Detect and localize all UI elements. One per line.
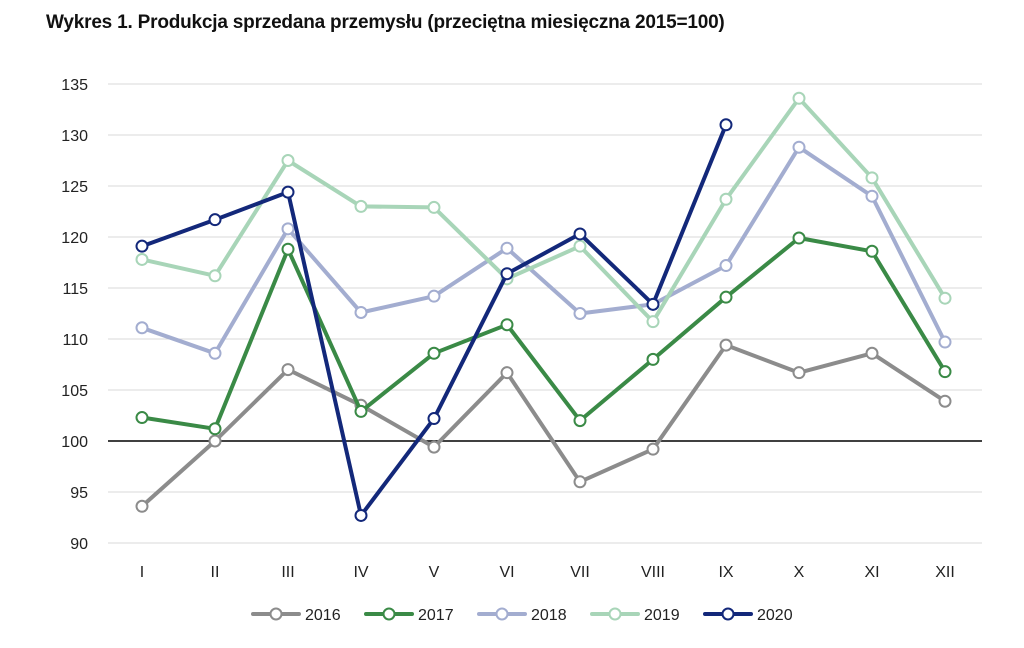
data-point-2019 <box>719 192 733 206</box>
data-point-2019 <box>865 171 879 185</box>
x-tick-label: X <box>794 564 805 581</box>
data-point-2019 <box>792 91 806 105</box>
legend-label: 2016 <box>305 607 341 624</box>
data-point-2019 <box>281 154 295 167</box>
data-point-2020 <box>354 508 368 522</box>
series-lines <box>135 91 952 522</box>
data-point-2017 <box>938 365 952 379</box>
y-tick-label: 100 <box>61 434 88 451</box>
data-point-2017 <box>865 244 879 258</box>
y-tick-label: 130 <box>61 128 88 145</box>
data-point-2018 <box>354 305 368 319</box>
data-point-2020 <box>500 267 514 281</box>
legend-label: 2018 <box>531 607 567 624</box>
y-tick-label: 110 <box>62 332 88 349</box>
series-line-2019 <box>140 96 947 324</box>
series-line-2017 <box>140 236 947 431</box>
data-point-2019 <box>646 315 660 329</box>
data-point-2017 <box>354 404 368 418</box>
data-point-2016 <box>135 499 149 513</box>
legend-label: 2017 <box>418 607 454 624</box>
data-point-2017 <box>427 346 441 360</box>
legend-label: 2019 <box>644 607 680 624</box>
data-point-2017 <box>646 352 660 366</box>
data-point-2018 <box>792 140 806 154</box>
x-tick-label: XII <box>935 564 955 581</box>
legend: 2016 2017 2018 2019 2020 <box>251 607 793 624</box>
data-point-2019 <box>573 239 587 253</box>
data-point-2016 <box>865 346 879 360</box>
data-point-2018 <box>281 222 295 236</box>
x-tick-label: VIII <box>641 564 665 581</box>
data-point-2019 <box>208 269 222 283</box>
x-tick-label: V <box>429 564 440 581</box>
y-tick-label: 125 <box>61 179 88 196</box>
data-point-2018 <box>208 346 222 360</box>
data-point-2020 <box>208 213 222 227</box>
data-point-2016 <box>281 363 295 377</box>
data-point-2018 <box>938 335 952 349</box>
chart-title: Wykres 1. Produkcja sprzedana przemysłu … <box>46 12 725 33</box>
data-point-2017 <box>792 231 806 245</box>
data-point-2020 <box>281 185 295 199</box>
x-axis-tick-labels: I II III IV V VI VII VIII IX X XI XII <box>140 564 955 581</box>
y-axis-tick-labels: 90 95 100 105 110 115 120 125 130 135 <box>61 77 88 553</box>
data-point-2020 <box>646 297 660 311</box>
series-line-2018 <box>140 145 947 356</box>
x-tick-label: IV <box>353 564 368 581</box>
data-point-2016 <box>938 394 952 408</box>
x-tick-label: VII <box>570 564 590 581</box>
x-tick-label: IX <box>718 564 733 581</box>
y-tick-label: 135 <box>61 77 88 94</box>
data-point-2018 <box>427 289 441 303</box>
data-point-2019 <box>938 291 952 305</box>
data-point-2018 <box>500 241 514 255</box>
y-tick-label: 120 <box>61 230 88 247</box>
data-point-2017 <box>573 414 587 428</box>
data-point-2018 <box>135 321 149 335</box>
data-point-2016 <box>427 440 441 454</box>
data-point-2020 <box>719 118 733 132</box>
legend-swatch-marker <box>608 607 622 621</box>
x-tick-label: III <box>281 564 294 581</box>
y-tick-label: 95 <box>70 485 88 502</box>
data-point-2020 <box>427 412 441 426</box>
legend-swatch-marker <box>721 607 735 621</box>
data-point-2016 <box>500 366 514 380</box>
data-point-2016 <box>573 475 587 489</box>
data-point-2019 <box>427 200 441 214</box>
x-tick-label: II <box>211 564 220 581</box>
data-point-2017 <box>135 411 149 425</box>
y-tick-label: 90 <box>70 536 88 553</box>
gridlines <box>108 83 982 544</box>
data-point-2020 <box>135 239 149 253</box>
data-point-2018 <box>865 189 879 203</box>
data-point-2016 <box>646 442 660 456</box>
x-tick-label: VI <box>499 564 514 581</box>
data-point-2020 <box>573 227 587 241</box>
data-point-2016 <box>719 338 733 352</box>
data-point-2016 <box>792 366 806 380</box>
y-tick-label: 105 <box>61 383 88 400</box>
data-point-2019 <box>354 199 368 213</box>
legend-label: 2020 <box>757 607 793 624</box>
data-point-2016 <box>208 434 222 448</box>
legend-swatch-marker <box>269 607 283 621</box>
data-point-2017 <box>500 318 514 332</box>
legend-swatch-marker <box>495 607 509 621</box>
data-point-2018 <box>719 259 733 273</box>
series-line-2016 <box>140 343 947 509</box>
data-point-2018 <box>573 307 587 320</box>
data-point-2019 <box>135 252 149 266</box>
x-tick-label: XI <box>864 564 879 581</box>
data-point-2017 <box>281 242 295 256</box>
y-tick-label: 115 <box>62 281 88 298</box>
legend-swatch-marker <box>382 607 396 621</box>
x-tick-label: I <box>140 564 144 581</box>
data-point-2017 <box>719 290 733 304</box>
data-point-2017 <box>208 422 222 436</box>
